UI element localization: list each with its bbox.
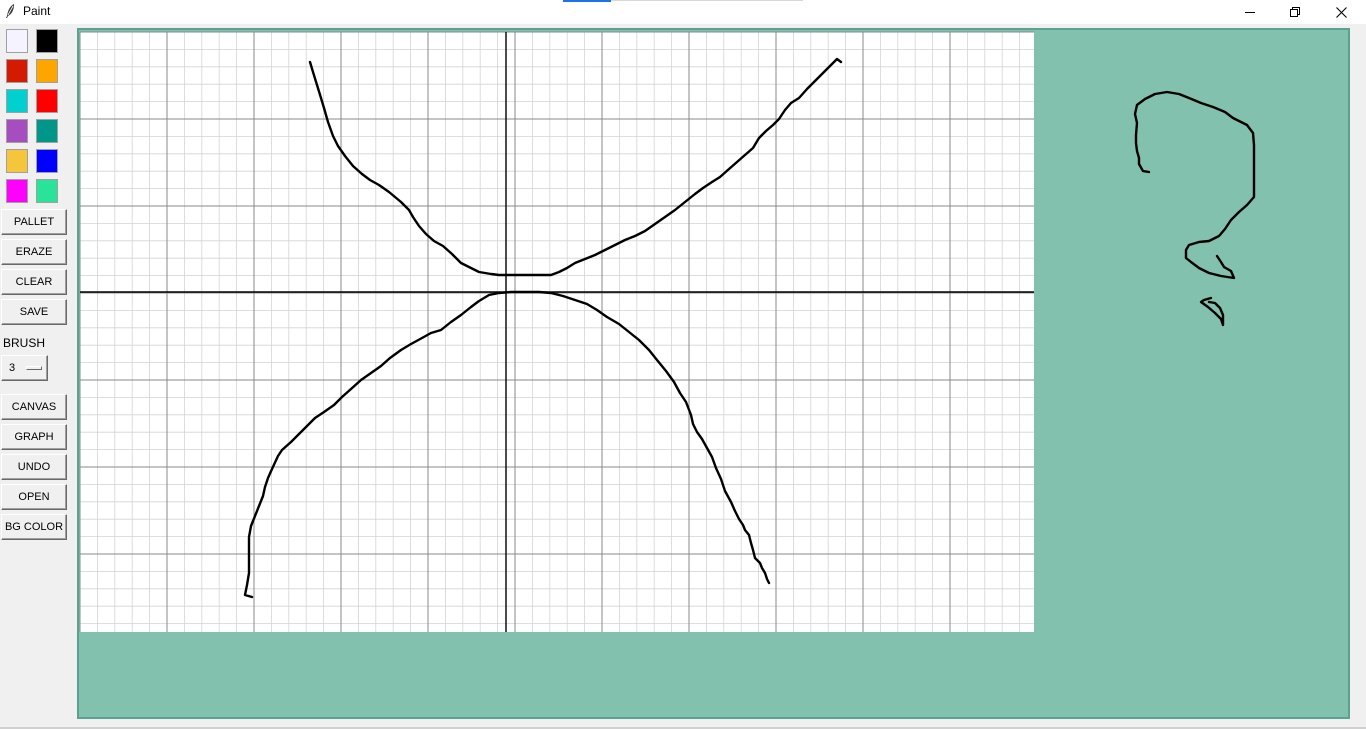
eraze-button[interactable]: ERAZE [1, 239, 67, 265]
upper-curve-stroke [308, 57, 843, 277]
graph-button[interactable]: GRAPH [1, 424, 67, 450]
drawing-canvas[interactable] [77, 28, 1350, 719]
minimize-button[interactable] [1227, 0, 1273, 24]
color-swatch-cyan[interactable] [6, 89, 28, 113]
lower-curve-stroke [243, 290, 771, 599]
color-swatch-green[interactable] [36, 179, 58, 203]
close-icon [1335, 6, 1347, 18]
save-button[interactable]: SAVE [1, 299, 67, 325]
undo-button[interactable]: UNDO [1, 454, 67, 480]
color-swatch-dark-red[interactable] [6, 59, 28, 83]
brush-label: BRUSH [3, 336, 46, 350]
graph-paper [79, 31, 1034, 632]
canvas-button[interactable]: CANVAS [1, 394, 67, 420]
title-bar: Paint [0, 0, 1366, 24]
close-button[interactable] [1318, 0, 1364, 24]
small-mark-stroke [1199, 296, 1225, 327]
question-mark-stroke [1133, 90, 1256, 280]
color-swatch-blue[interactable] [36, 149, 58, 173]
option-menu-indicator-icon [26, 366, 42, 370]
bg-color-button[interactable]: BG COLOR [1, 514, 67, 540]
restore-button[interactable] [1272, 0, 1318, 24]
feather-icon [6, 4, 14, 18]
bottom-border [0, 727, 1366, 729]
color-swatch-white[interactable] [6, 29, 28, 53]
color-swatch-teal[interactable] [36, 119, 58, 143]
window-title: Paint [23, 4, 51, 18]
color-swatch-yellow[interactable] [6, 149, 28, 173]
title-accent-line [563, 0, 611, 2]
brush-size-value: 3 [9, 362, 16, 374]
minimize-icon [1245, 12, 1255, 13]
color-swatch-magenta[interactable] [6, 179, 28, 203]
color-swatch-orange[interactable] [36, 59, 58, 83]
restore-icon [1290, 7, 1300, 17]
color-swatch-purple[interactable] [6, 119, 28, 143]
color-swatch-red[interactable] [36, 89, 58, 113]
pallet-button[interactable]: PALLET [1, 209, 67, 235]
color-swatch-black[interactable] [36, 29, 58, 53]
brush-size-select[interactable]: 3 [1, 355, 48, 381]
open-button[interactable]: OPEN [1, 484, 67, 510]
title-divider-line [611, 0, 803, 1]
clear-button[interactable]: CLEAR [1, 269, 67, 295]
canvas-drawing-surface [79, 31, 1256, 632]
